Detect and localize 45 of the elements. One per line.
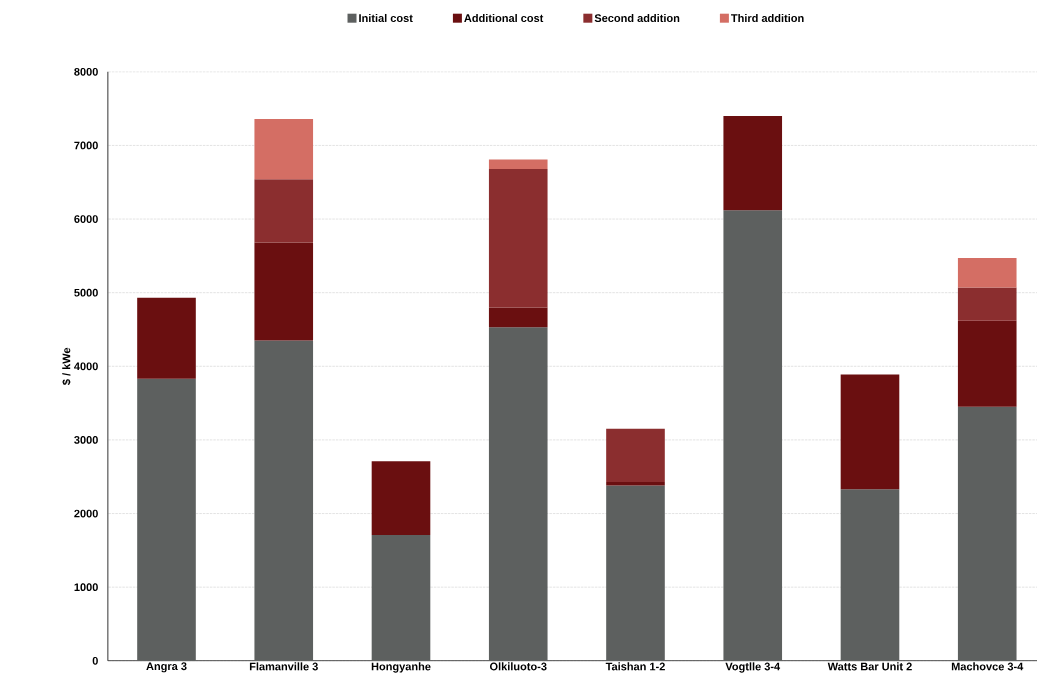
bar [957, 287, 1017, 321]
y-tick-label: 1000 [74, 583, 98, 592]
bar [137, 297, 196, 379]
y-tick-label: 0 [92, 656, 98, 665]
bar [723, 210, 783, 661]
y-tick-label: 2000 [74, 509, 98, 518]
x-tick-label: Flamanville 3 [249, 662, 318, 671]
y-tick-label: 7000 [74, 141, 98, 150]
y-tick-label: 4000 [74, 362, 98, 371]
x-tick-label: Machovce 3-4 [951, 662, 1024, 671]
x-tick-label: Taishan 1-2 [605, 662, 665, 671]
bar [606, 485, 665, 661]
bar [254, 118, 314, 180]
bar [254, 179, 314, 243]
legend-label: Initial cost [359, 13, 413, 23]
x-tick-label: Watts Bar Unit 2 [827, 662, 912, 671]
y-axis-title: $ / kWe [62, 347, 72, 386]
y-tick-label: 3000 [74, 436, 98, 444]
bar [371, 461, 431, 535]
legend-label: Additional cost [464, 13, 544, 23]
bar [957, 406, 1017, 661]
bar [723, 115, 783, 211]
bar [957, 258, 1017, 288]
x-tick-label: Angra 3 [146, 662, 187, 673]
bar [137, 378, 196, 661]
legend-label: Second addition [594, 13, 680, 23]
bar [606, 428, 665, 482]
bar [488, 168, 548, 308]
bar [606, 481, 665, 486]
bar [254, 242, 314, 341]
bar [371, 534, 431, 661]
bar [488, 159, 548, 169]
bar [488, 327, 548, 661]
bar [957, 320, 1017, 407]
y-tick-label: 8000 [74, 67, 98, 76]
bar [254, 340, 314, 661]
x-tick-label: Hongyanhe [371, 662, 431, 673]
x-tick-label: Olkiluoto-3 [489, 662, 547, 671]
bar [488, 307, 548, 328]
y-tick-label: 6000 [74, 215, 98, 223]
bar [840, 374, 900, 490]
x-tick-label: Vogtlle 3-4 [725, 662, 781, 673]
legend-label: Third addition [731, 13, 804, 23]
y-tick-label: 5000 [74, 288, 98, 297]
bar [840, 489, 900, 661]
